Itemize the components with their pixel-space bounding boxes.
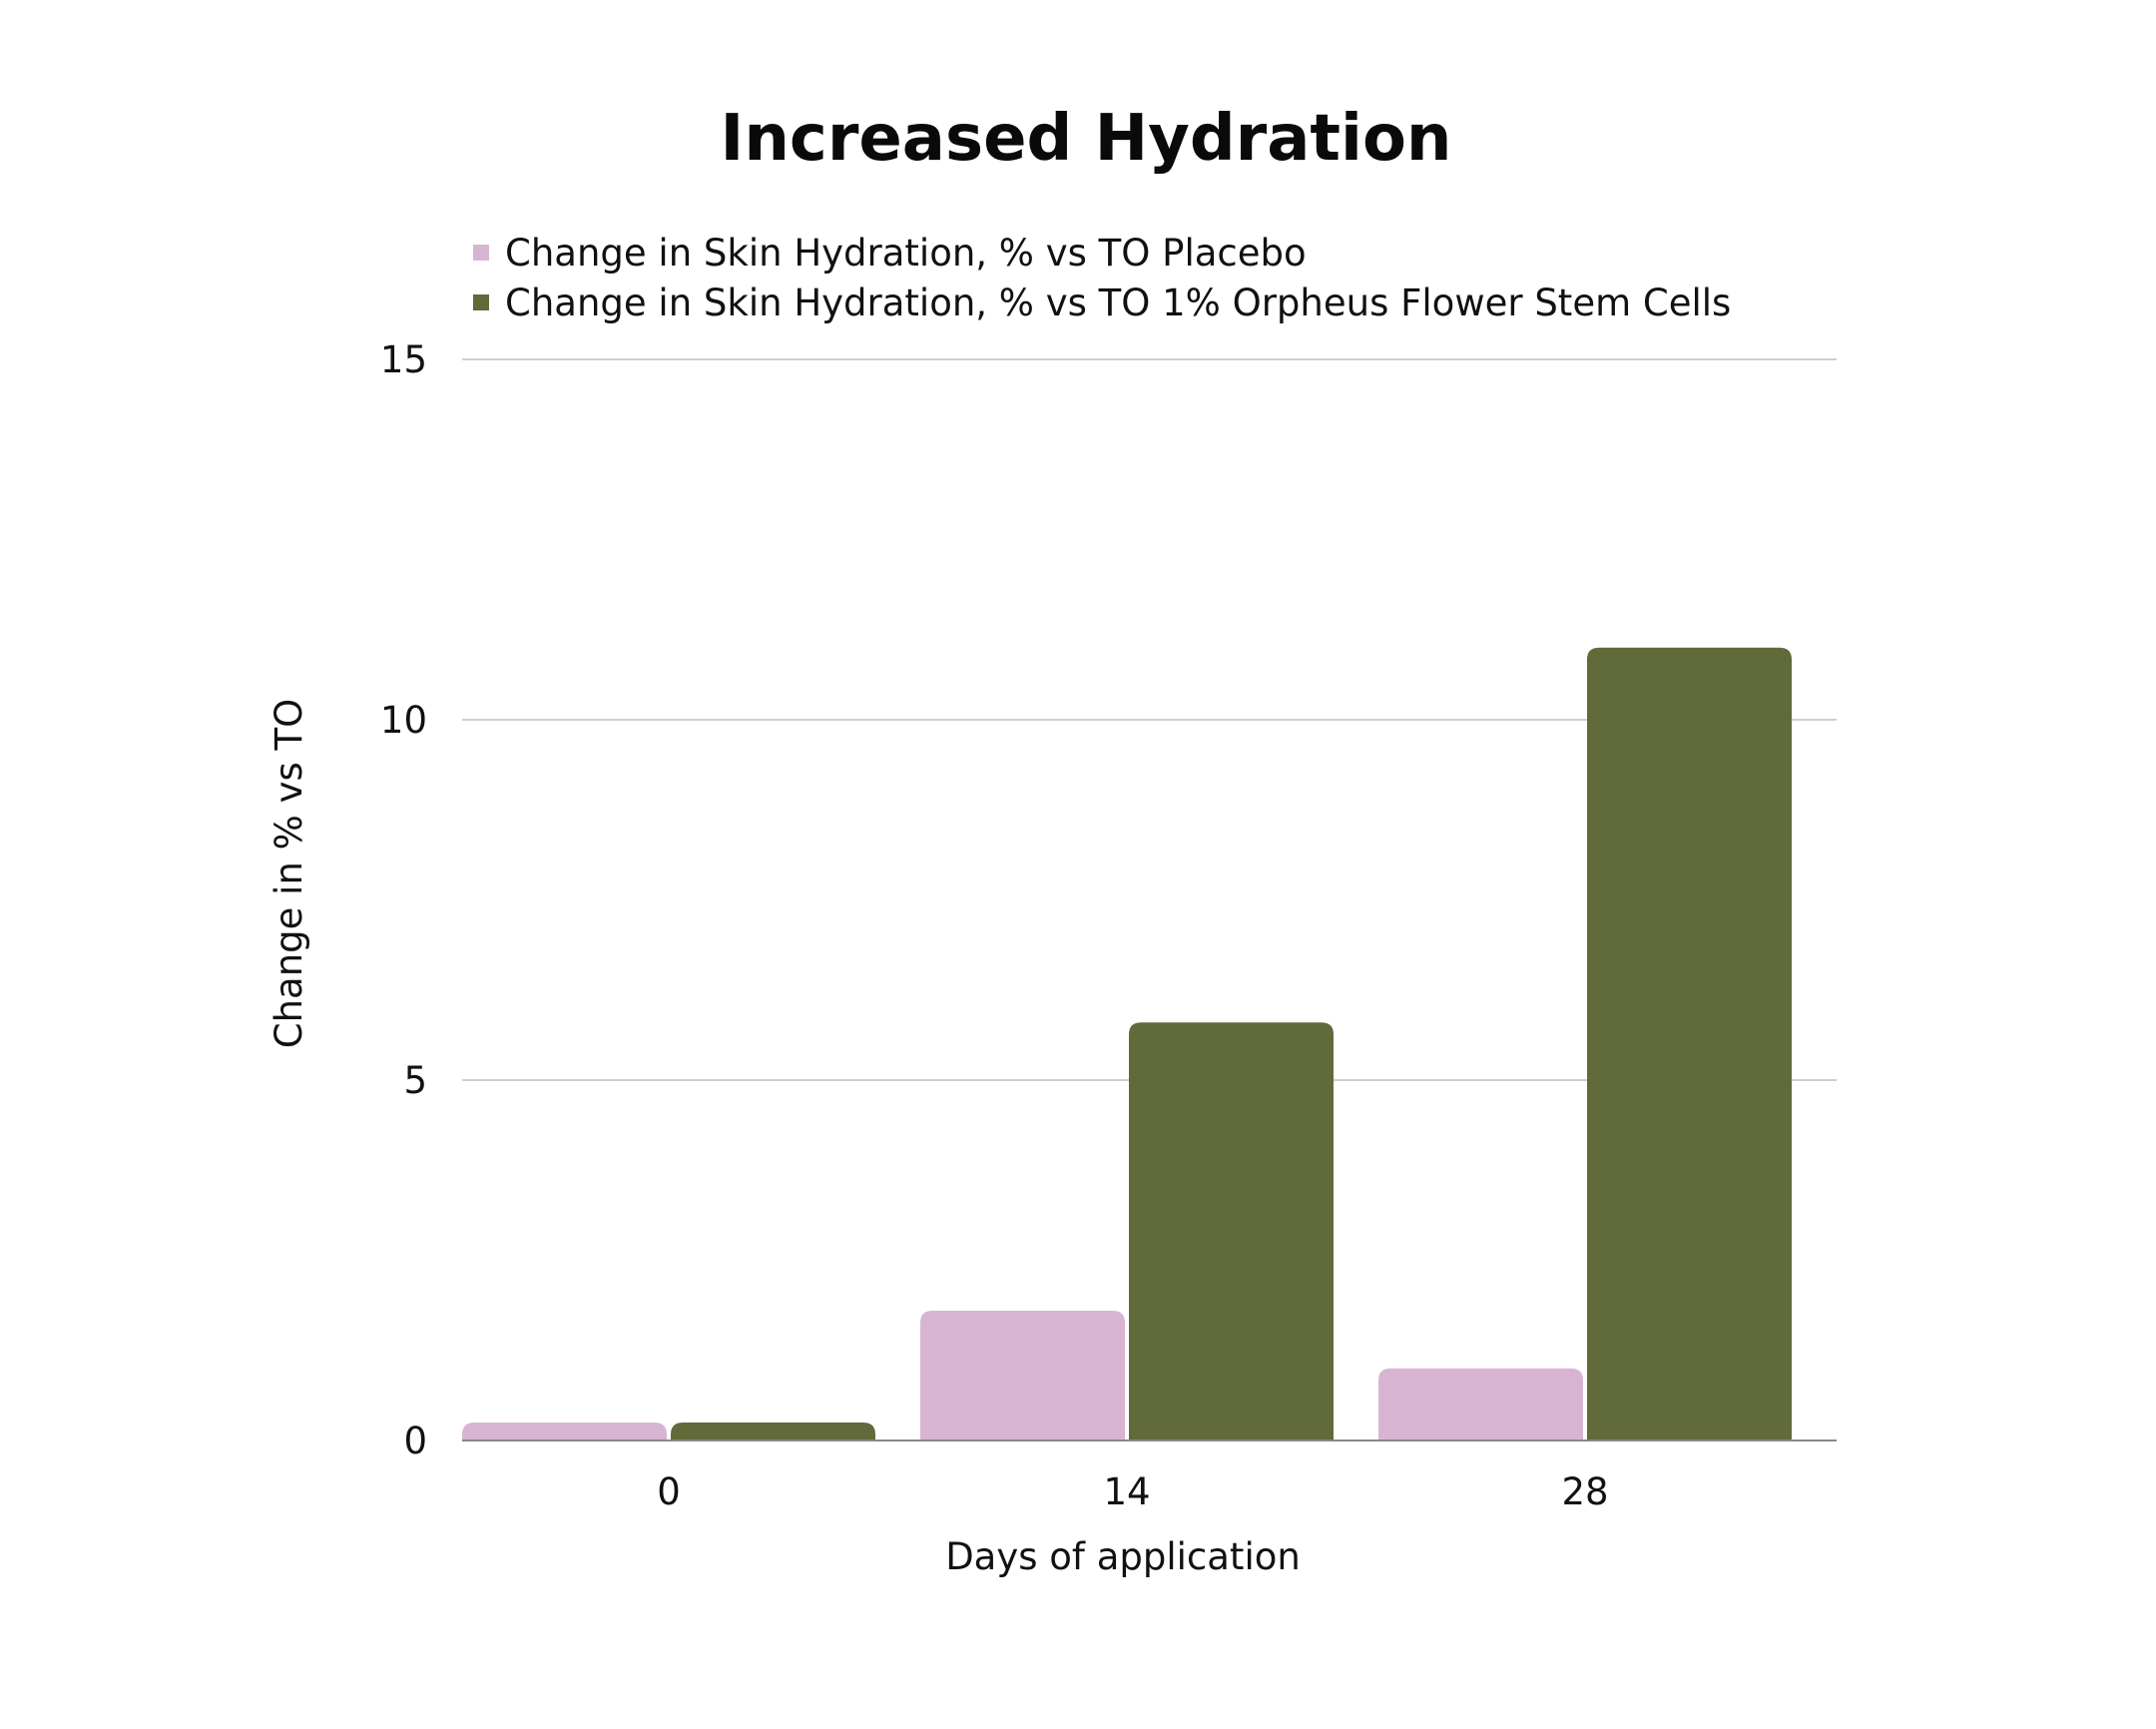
chart-title: Increased Hydration <box>721 102 1452 176</box>
y-tick-label: 0 <box>403 1420 427 1462</box>
y-tick-label: 10 <box>380 699 427 742</box>
axes: 0 5 10 15 0 14 28 <box>380 338 1837 1513</box>
y-axis-label: Change in % vs TO <box>268 699 310 1049</box>
bar-series-1-cat-2 <box>1587 647 1792 1441</box>
y-tick-label: 15 <box>380 338 427 381</box>
x-tick-label: 14 <box>1103 1470 1150 1513</box>
legend-swatch <box>473 245 489 261</box>
legend-swatch <box>473 294 489 310</box>
x-axis-label: Days of application <box>945 1535 1301 1578</box>
bar-series-0-cat-1 <box>920 1311 1125 1441</box>
legend: Change in Skin Hydration, % vs TO Placeb… <box>473 232 1731 324</box>
bar-series-0-cat-0 <box>462 1422 667 1441</box>
legend-label: Change in Skin Hydration, % vs TO 1% Orp… <box>505 282 1731 324</box>
bars <box>462 647 1792 1441</box>
legend-label: Change in Skin Hydration, % vs TO Placeb… <box>505 232 1307 275</box>
bar-series-1-cat-1 <box>1129 1022 1334 1441</box>
bar-series-1-cat-0 <box>671 1422 875 1441</box>
bar-series-0-cat-2 <box>1378 1368 1583 1441</box>
y-tick-label: 5 <box>403 1059 427 1102</box>
x-tick-label: 0 <box>657 1470 681 1513</box>
x-tick-label: 28 <box>1561 1470 1608 1513</box>
